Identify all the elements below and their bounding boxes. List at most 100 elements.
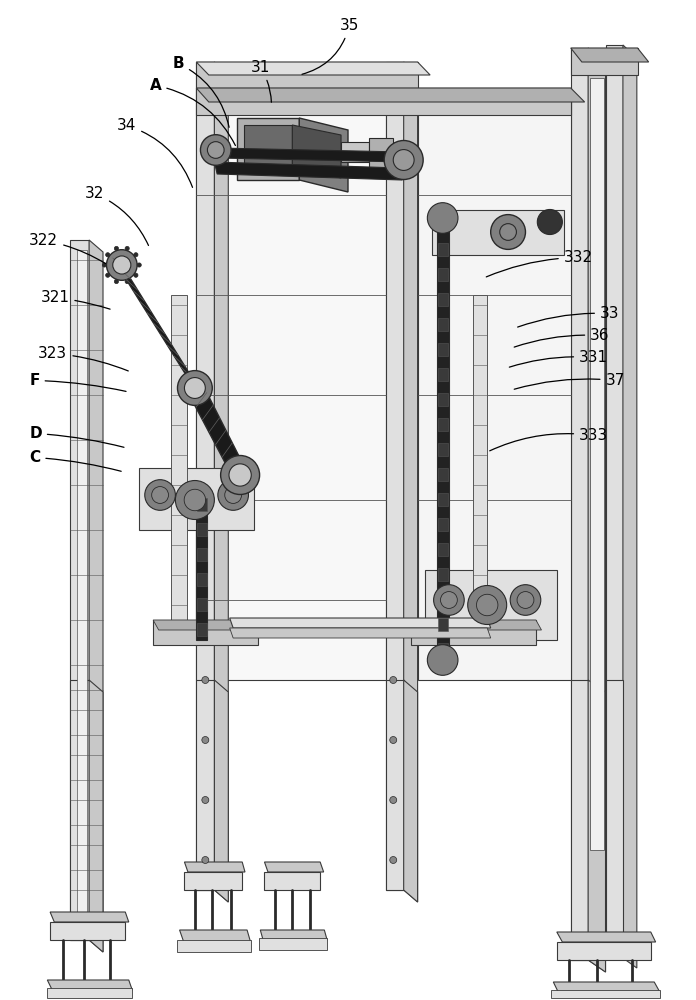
Polygon shape [571,48,638,75]
Circle shape [202,677,209,683]
Circle shape [390,737,397,743]
Polygon shape [411,620,536,645]
Circle shape [152,487,168,503]
Bar [438,268,448,281]
Bar [438,443,448,456]
Polygon shape [260,930,327,940]
Circle shape [218,480,248,510]
Bar [438,543,448,556]
Polygon shape [184,872,242,890]
Polygon shape [551,990,660,998]
Circle shape [390,797,397,803]
Polygon shape [404,680,418,902]
Polygon shape [606,680,623,958]
Circle shape [200,135,231,165]
Polygon shape [590,78,604,850]
Bar [197,573,207,586]
Circle shape [114,279,118,284]
Circle shape [145,480,175,510]
Polygon shape [425,570,557,640]
Circle shape [106,273,110,277]
Polygon shape [386,680,404,890]
Circle shape [491,215,525,249]
Circle shape [202,737,209,743]
Polygon shape [113,258,198,388]
Circle shape [441,592,457,608]
Circle shape [500,224,516,240]
Circle shape [202,797,209,803]
Polygon shape [177,940,251,952]
Bar [197,498,207,511]
Polygon shape [50,912,129,922]
Circle shape [390,677,397,683]
Polygon shape [153,620,263,630]
Circle shape [125,246,129,251]
Circle shape [393,150,414,170]
Circle shape [537,209,562,235]
Polygon shape [437,210,449,670]
Circle shape [102,263,106,267]
Polygon shape [184,862,245,872]
Circle shape [106,250,137,280]
Bar [438,318,448,331]
Text: 322: 322 [29,233,106,264]
Bar [438,618,448,631]
Polygon shape [386,62,404,890]
Polygon shape [139,468,254,530]
Bar [197,598,207,611]
Polygon shape [196,88,571,115]
Polygon shape [588,48,606,972]
Circle shape [434,585,464,615]
Polygon shape [214,162,402,180]
Circle shape [468,586,507,624]
Polygon shape [153,620,258,645]
Polygon shape [217,148,405,162]
Circle shape [202,857,209,863]
Polygon shape [196,62,214,890]
Bar [438,568,448,581]
Circle shape [125,279,129,284]
Polygon shape [557,932,656,942]
Polygon shape [411,620,541,630]
Polygon shape [553,982,660,992]
Text: A: A [150,78,235,146]
Polygon shape [214,680,228,902]
Circle shape [477,594,498,616]
Circle shape [177,371,212,405]
Bar [438,243,448,256]
Text: B: B [173,56,229,127]
Text: 33: 33 [518,306,619,327]
Polygon shape [571,48,649,62]
Circle shape [225,487,242,503]
Circle shape [384,141,423,179]
Text: 34: 34 [117,118,193,187]
Polygon shape [292,125,341,178]
Circle shape [510,585,541,615]
Circle shape [207,142,224,158]
Bar [197,523,207,536]
Polygon shape [50,922,125,940]
Text: D: D [29,426,124,447]
Text: 331: 331 [509,350,608,367]
Polygon shape [571,680,588,960]
Polygon shape [623,45,637,968]
Circle shape [517,592,534,608]
Text: 31: 31 [251,60,271,102]
Text: C: C [29,450,121,471]
Text: 35: 35 [302,18,359,74]
Circle shape [137,263,141,267]
Polygon shape [196,88,585,102]
Text: 32: 32 [85,186,148,245]
Polygon shape [418,88,571,680]
Polygon shape [196,88,386,680]
Bar [197,548,207,561]
Bar [438,393,448,406]
Bar [438,368,448,381]
Text: 333: 333 [490,428,608,451]
Polygon shape [473,295,487,620]
Circle shape [106,253,110,257]
Circle shape [427,203,458,233]
Bar [438,218,448,231]
Polygon shape [264,862,324,872]
Text: 321: 321 [40,290,110,309]
